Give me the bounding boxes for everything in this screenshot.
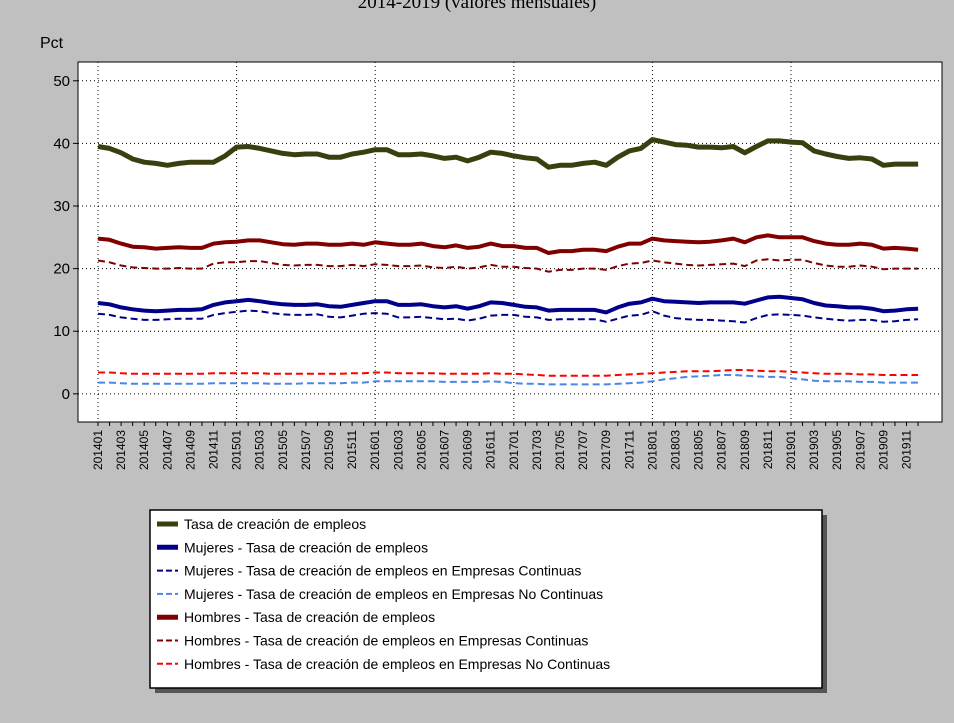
x-tick-label: 201903 <box>807 430 821 470</box>
x-tick-label: 201905 <box>830 430 844 470</box>
legend-label: Hombres - Tasa de creación de empleos en… <box>184 656 610 672</box>
legend-label: Hombres - Tasa de creación de empleos <box>184 609 435 625</box>
x-tick-label: 201409 <box>183 430 197 470</box>
x-tick-label: 201909 <box>876 430 890 470</box>
legend-label: Mujeres - Tasa de creación de empleos en… <box>184 586 603 602</box>
x-tick-label: 201507 <box>299 430 313 470</box>
legend-label: Mujeres - Tasa de creación de empleos en… <box>184 563 581 579</box>
x-tick-label: 201801 <box>645 430 659 470</box>
x-tick-label: 201601 <box>368 430 382 470</box>
x-tick-label: 201611 <box>484 430 498 469</box>
x-tick-label: 201805 <box>692 430 706 470</box>
y-tick-label: 0 <box>62 386 70 403</box>
x-tick-label: 201609 <box>461 430 475 470</box>
series-line <box>98 374 919 386</box>
x-tick-label: 201509 <box>322 430 336 470</box>
x-tick-label: 201705 <box>553 430 567 470</box>
x-tick-label: 201505 <box>276 430 290 470</box>
legend-label: Tasa de creación de empleos <box>184 516 366 532</box>
x-tick-label: 201401 <box>91 430 105 470</box>
x-tick-label: 201511 <box>345 430 359 469</box>
y-tick-label: 30 <box>53 198 70 215</box>
x-tick-label: 201403 <box>114 430 128 470</box>
y-tick-label: 50 <box>53 73 70 90</box>
x-tick-label: 201405 <box>137 430 151 470</box>
x-tick-label: 201707 <box>576 430 590 470</box>
x-tick-label: 201809 <box>738 430 752 470</box>
legend-label: Mujeres - Tasa de creación de empleos <box>184 539 428 555</box>
x-tick-label: 201605 <box>414 430 428 470</box>
series-line <box>97 233 919 255</box>
x-tick-label: 201811 <box>761 430 775 469</box>
series-line <box>97 309 919 324</box>
series-line <box>97 294 919 315</box>
series-line <box>97 258 919 273</box>
x-tick-label: 201407 <box>160 430 174 470</box>
x-tick-label: 201807 <box>715 430 729 470</box>
legend-label: Hombres - Tasa de creación de empleos en… <box>184 633 588 649</box>
x-tick-label: 201901 <box>784 430 798 470</box>
x-tick-label: 201711 <box>622 430 636 469</box>
x-tick-label: 201803 <box>669 430 683 470</box>
y-axis-label: Pct <box>40 35 64 52</box>
x-tick-label: 201607 <box>438 430 452 470</box>
x-tick-label: 201603 <box>391 430 405 470</box>
series-line <box>97 137 919 170</box>
x-tick-label: 201709 <box>599 430 613 470</box>
x-tick-label: 201911 <box>900 430 914 469</box>
chart-title: 2014-2019 (valores mensuales) <box>358 0 597 13</box>
y-tick-label: 40 <box>53 135 70 152</box>
x-tick-label: 201907 <box>853 430 867 470</box>
x-tick-label: 201501 <box>230 430 244 470</box>
series-line <box>98 369 919 377</box>
y-tick-label: 20 <box>53 261 70 278</box>
y-tick-label: 10 <box>53 323 70 340</box>
x-tick-label: 201503 <box>253 430 267 470</box>
x-tick-label: 201701 <box>507 430 521 470</box>
x-tick-label: 201411 <box>207 430 221 469</box>
legend-box <box>149 509 823 689</box>
x-tick-label: 201703 <box>530 430 544 470</box>
